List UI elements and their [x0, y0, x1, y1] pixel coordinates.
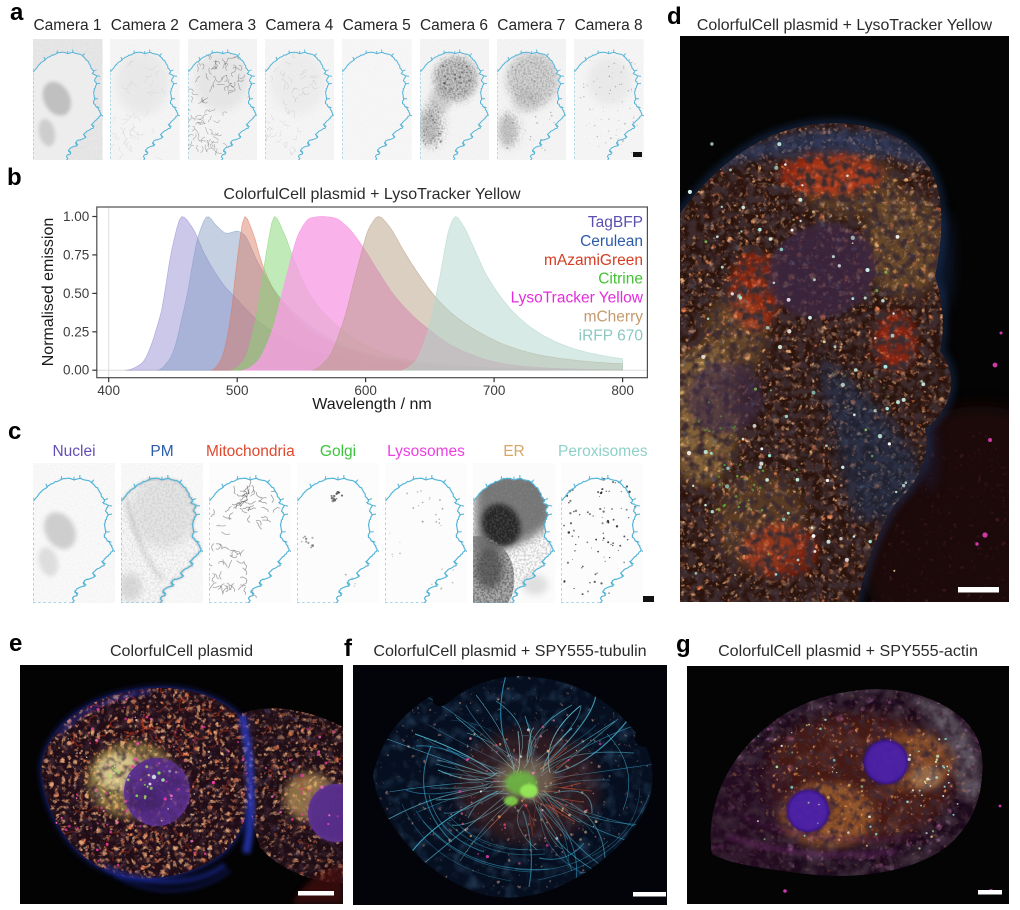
svg-text:mCherry: mCherry — [584, 309, 644, 326]
svg-text:0.00: 0.00 — [63, 363, 89, 378]
svg-text:1.00: 1.00 — [63, 209, 89, 224]
svg-text:700: 700 — [483, 383, 506, 398]
svg-text:Normalised emission: Normalised emission — [40, 218, 57, 367]
svg-text:Cerulean: Cerulean — [580, 233, 643, 250]
svg-text:600: 600 — [354, 383, 377, 398]
svg-text:mAzamiGreen: mAzamiGreen — [544, 252, 643, 269]
svg-text:ColorfulCell plasmid + LysoTra: ColorfulCell plasmid + LysoTracker Yello… — [223, 186, 521, 203]
svg-text:800: 800 — [611, 383, 634, 398]
svg-text:iRFP 670: iRFP 670 — [579, 327, 644, 344]
svg-text:Wavelength / nm: Wavelength / nm — [312, 396, 431, 413]
svg-text:500: 500 — [226, 383, 249, 398]
svg-text:0.50: 0.50 — [63, 286, 89, 301]
svg-text:Citrine: Citrine — [598, 271, 643, 288]
svg-text:400: 400 — [97, 383, 120, 398]
svg-text:0.75: 0.75 — [63, 247, 89, 262]
svg-text:LysoTracker Yellow: LysoTracker Yellow — [511, 290, 644, 307]
svg-text:0.25: 0.25 — [63, 324, 89, 339]
svg-text:TagBFP: TagBFP — [588, 214, 643, 231]
